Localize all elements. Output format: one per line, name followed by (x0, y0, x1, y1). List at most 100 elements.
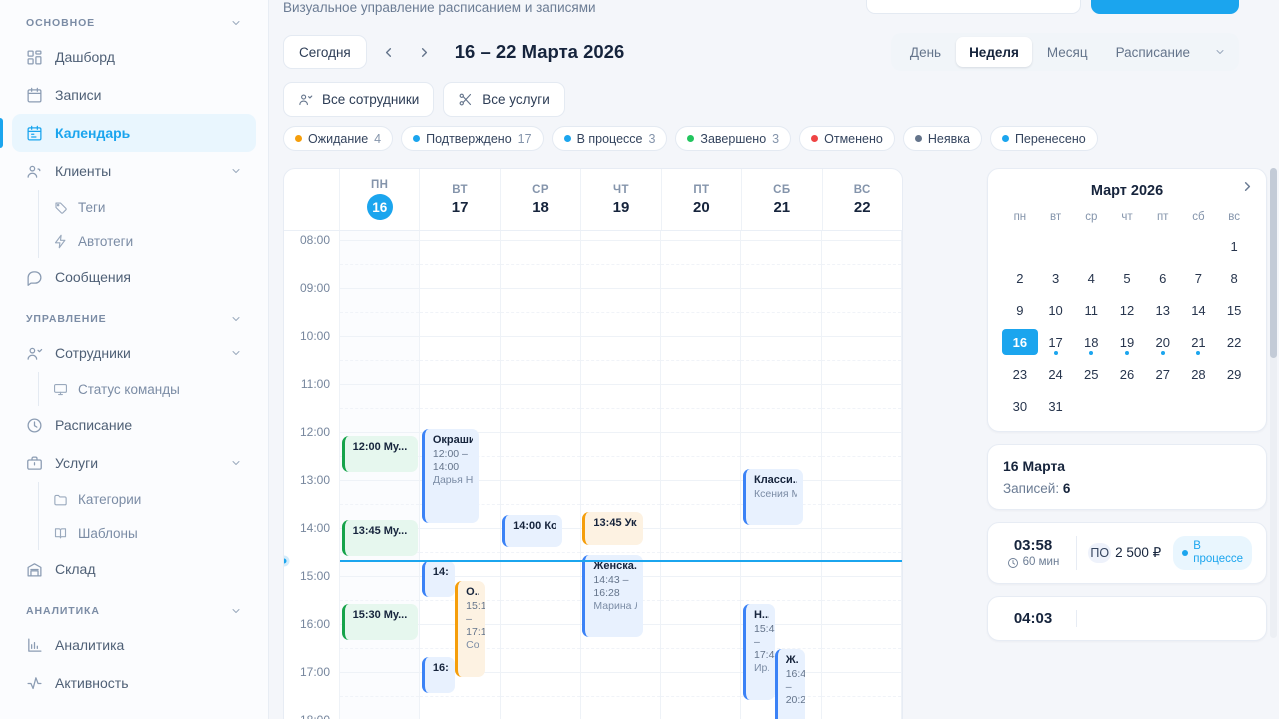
next-week-button[interactable] (411, 37, 439, 67)
day-column-20[interactable] (661, 231, 742, 719)
mini-day-18[interactable]: 18 (1073, 329, 1109, 355)
mini-day-8[interactable]: 8 (1230, 270, 1238, 286)
mini-day-26[interactable]: 26 (1119, 366, 1135, 382)
chevron-right-icon[interactable] (1236, 175, 1258, 197)
calendar-event[interactable]: Класси...Ксения М... (742, 469, 804, 525)
mini-day-13[interactable]: 13 (1155, 302, 1170, 318)
sidebar-item-аналитика[interactable]: Аналитика (12, 626, 256, 664)
day-header-17[interactable]: ВТ 17 (420, 169, 501, 230)
mini-day-1[interactable]: 1 (1230, 238, 1238, 254)
calendar-event[interactable]: 14:4... (421, 561, 456, 597)
mini-day-23[interactable]: 23 (1012, 366, 1028, 382)
mini-day-30[interactable]: 30 (1012, 398, 1028, 414)
mini-day-16[interactable]: 16 (1002, 329, 1038, 355)
legend-chip-перенесено[interactable]: Перенесено (989, 126, 1098, 151)
legend-chip-в процессе[interactable]: В процессе 3 (551, 126, 668, 151)
mini-day-5[interactable]: 5 (1123, 270, 1131, 286)
mini-day-25[interactable]: 25 (1084, 366, 1099, 382)
day-header-18[interactable]: СР 18 (501, 169, 582, 230)
calendar-event[interactable]: 16:4... (421, 657, 456, 693)
sidebar-item-дашборд[interactable]: Дашборд (12, 38, 256, 76)
legend-chip-ожидание[interactable]: Ожидание 4 (283, 126, 394, 151)
sidebar-item-активность[interactable]: Активность (12, 664, 256, 702)
day-header-22[interactable]: ВС 22 (823, 169, 902, 230)
legend-chip-неявка[interactable]: Неявка (902, 126, 982, 151)
view-option-расписание[interactable]: Расписание (1115, 44, 1190, 60)
today-button[interactable]: Сегодня (283, 35, 367, 69)
prev-week-button[interactable] (375, 37, 403, 67)
mini-day-12[interactable]: 12 (1119, 302, 1135, 318)
nav-section-аналитика[interactable]: АНАЛИТИКА (12, 596, 256, 626)
mini-day-17[interactable]: 17 (1038, 329, 1074, 355)
appointment-card[interactable]: 04:03 (987, 596, 1267, 642)
day-column-21[interactable]: Класси...Ксения М... Н...15:45 – 17:45Ир.… (741, 231, 822, 719)
hour-line (500, 240, 580, 241)
view-option-месяц[interactable]: Месяц (1046, 44, 1088, 60)
calendar-event[interactable]: О...15:15 – 17:15Со... (455, 581, 486, 677)
calendar-event[interactable]: Ж...16:43 – 20:28 (774, 649, 805, 719)
sidebar-item-расписание[interactable]: Расписание (12, 406, 256, 444)
sidebar-subitem-теги[interactable]: Теги (39, 190, 256, 224)
mini-day-10[interactable]: 10 (1048, 302, 1063, 318)
mini-day-14[interactable]: 14 (1191, 302, 1206, 318)
calendar-event[interactable]: 15:30 Му... (341, 604, 418, 640)
primary-action-button[interactable] (1091, 0, 1239, 14)
mini-day-9[interactable]: 9 (1016, 302, 1024, 318)
calendar-event[interactable]: 13:45 Укл... (582, 512, 643, 545)
search-input[interactable] (866, 0, 1081, 14)
sidebar-subitem-автотеги[interactable]: Автотеги (39, 224, 256, 258)
appointment-card[interactable]: 03:58 60 мин ПО 2 500 ₽ В процессе (987, 522, 1267, 585)
calendar-event[interactable]: Н...15:45 – 17:45Ир... (742, 604, 775, 700)
mini-day-4[interactable]: 4 (1087, 270, 1095, 286)
mini-day-21[interactable]: 21 (1181, 329, 1217, 355)
mini-day-28[interactable]: 28 (1191, 366, 1206, 382)
mini-day-2[interactable]: 2 (1016, 270, 1024, 286)
day-header-19[interactable]: ЧТ 19 (581, 169, 662, 230)
mini-day-11[interactable]: 11 (1084, 302, 1099, 318)
mini-day-3[interactable]: 3 (1051, 270, 1060, 286)
sidebar-item-склад[interactable]: Склад (12, 550, 256, 588)
day-column-22[interactable] (821, 231, 902, 719)
mini-day-27[interactable]: 27 (1155, 366, 1170, 382)
mini-day-7[interactable]: 7 (1194, 270, 1203, 286)
mini-day-22[interactable]: 22 (1226, 334, 1242, 350)
day-column-18[interactable]: 14:00 Кор... (500, 231, 581, 719)
sidebar-item-календарь[interactable]: Календарь (0, 114, 256, 152)
filter-все-сотрудники[interactable]: Все сотрудники (283, 82, 435, 117)
sidebar-item-услуги[interactable]: Услуги (12, 444, 256, 482)
sidebar-item-записи[interactable]: Записи (12, 76, 256, 114)
legend-chip-завершено[interactable]: Завершено 3 (675, 126, 792, 151)
mini-day-19[interactable]: 19 (1109, 329, 1145, 355)
day-column-16[interactable]: 12:00 Му... 13:45 Му... 15:30 Му... (340, 231, 421, 719)
sidebar-subitem-категории[interactable]: Категории (39, 482, 256, 516)
sidebar-item-клиенты[interactable]: Клиенты (12, 152, 256, 190)
mini-day-15[interactable]: 15 (1226, 302, 1242, 318)
filter-все-услуги[interactable]: Все услуги (443, 82, 565, 117)
mini-day-31[interactable]: 31 (1048, 398, 1063, 414)
sidebar-item-сообщения[interactable]: Сообщения (12, 258, 256, 296)
sidebar-subitem-шаблоны[interactable]: Шаблоны (39, 516, 256, 550)
sidebar-subitem-статус-команды[interactable]: Статус команды (39, 372, 256, 406)
calendar-event[interactable]: 12:00 Му... (341, 436, 418, 472)
mini-day-6[interactable]: 6 (1159, 270, 1167, 286)
nav-section-основное[interactable]: ОСНОВНОЕ (12, 8, 256, 38)
mini-day-20[interactable]: 20 (1145, 329, 1181, 355)
view-option-день[interactable]: День (909, 44, 942, 60)
mini-day-29[interactable]: 29 (1226, 366, 1242, 382)
page-scrollbar[interactable] (1270, 168, 1277, 638)
calendar-event[interactable]: 14:00 Кор... (502, 515, 563, 547)
calendar-event[interactable]: 13:45 Му... (341, 520, 418, 556)
day-header-16[interactable]: ПН 16 (340, 169, 421, 230)
view-option-неделя[interactable]: Неделя (956, 37, 1032, 67)
day-column-19[interactable]: 13:45 Укл... Женска...14:43 – 16:28Марина… (580, 231, 662, 719)
day-header-20[interactable]: ПТ 20 (662, 169, 743, 230)
day-header-21[interactable]: СБ 21 (742, 169, 823, 230)
legend-chip-подтверждено[interactable]: Подтверждено 17 (401, 126, 544, 151)
nav-section-управление[interactable]: УПРАВЛЕНИЕ (12, 304, 256, 334)
mini-day-24[interactable]: 24 (1048, 366, 1063, 382)
sidebar-item-сотрудники[interactable]: Сотрудники (12, 334, 256, 372)
legend-chip-отменено[interactable]: Отменено (799, 126, 895, 151)
